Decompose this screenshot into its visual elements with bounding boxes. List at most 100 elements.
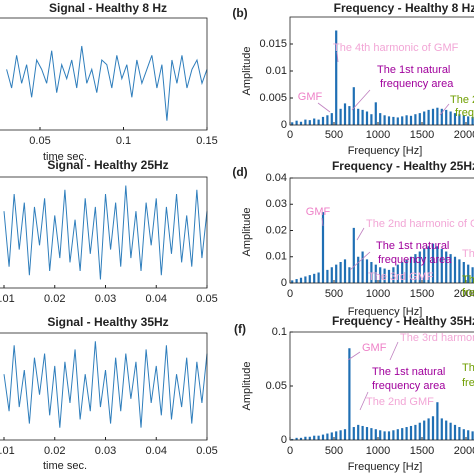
x-tick-label: 0.15 [196, 135, 217, 147]
annotation: The 2nd harmonic of GMF [366, 218, 474, 230]
annotation: The 1st natural [377, 64, 450, 76]
x-tick-label: 0.03 [95, 293, 116, 305]
annotation: The 2nd natural [462, 274, 474, 286]
annotation-pointer [439, 103, 450, 116]
x-axis-label: Frequency [Hz] [348, 306, 423, 318]
x-tick-label: 0.01 [0, 445, 15, 457]
panel-label: (b) [232, 6, 247, 20]
annotation-pointer [389, 341, 399, 361]
chart-title: Frequency - Healthy 8 Hz [334, 1, 474, 15]
y-tick-label: 0.1 [272, 326, 287, 338]
annotation: frequency area [372, 380, 446, 392]
annotation: frequency area [455, 107, 474, 119]
x-tick-label: 0.04 [146, 293, 167, 305]
axes-box [0, 176, 208, 289]
annotation-pointer [356, 227, 365, 241]
x-tick-label: 500 [325, 445, 343, 457]
chart-title: Frequency - Healthy 35Hz [332, 314, 474, 328]
signal-line [3, 341, 208, 428]
x-tick-label: 0.05 [196, 445, 217, 457]
annotation: frequency area [380, 78, 454, 90]
panel: Signal - Healthy 8 Hz time sec. 0.05 0.1 0.1… [0, 1, 218, 163]
annotation: The 4th harmonic of GMF [333, 42, 459, 54]
y-axis-label: Amplitude [241, 362, 253, 411]
x-axis-label: time sec. [43, 460, 87, 472]
x-tick-label: 0 [287, 129, 293, 141]
y-tick-label: 0.04 [266, 172, 287, 184]
annotation-pointer [347, 351, 361, 361]
annotation-pointer [321, 217, 324, 227]
x-tick-label: 1000 [366, 129, 390, 141]
y-tick-label: 0.03 [266, 198, 287, 210]
x-tick-label: 0.05 [196, 293, 217, 305]
y-tick-label: 0 [281, 434, 287, 446]
x-tick-label: 0.02 [44, 445, 65, 457]
axes-box [0, 17, 208, 131]
annotation: GMF [306, 206, 331, 218]
x-tick-label: 0.1 [116, 135, 131, 147]
annotation-pointer [351, 89, 371, 111]
annotation: The 4th harmonic of GMF [462, 248, 474, 260]
x-axis-label: Frequency [Hz] [348, 145, 423, 157]
annotation-pointer [317, 102, 331, 113]
x-tick-label: 1000 [366, 445, 390, 457]
panel: Frequency - Healthy 35Hz (f) Frequency [Hz… [234, 314, 474, 473]
y-axis-label: Amplitude [241, 47, 253, 96]
panel: Frequency - Healthy 25Hz (d) Frequency [Hz… [232, 159, 474, 318]
x-tick-label: 500 [325, 288, 343, 300]
annotation-pointer [349, 251, 371, 271]
x-tick-label: 1500 [410, 129, 434, 141]
x-tick-label: 0.01 [0, 293, 15, 305]
x-tick-label: 1500 [410, 288, 434, 300]
panel: Signal - Healthy 25Hz 0.01 0.02 0.03 0.04 0.0… [0, 158, 218, 305]
annotation: frequency area [462, 377, 474, 389]
chart-title: Signal - Healthy 8 Hz [49, 1, 167, 15]
annotation: The 1st natural [372, 366, 445, 378]
annotation: The 2nd natural [450, 94, 474, 106]
chart-title: Signal - Healthy 25Hz [47, 158, 168, 172]
panel: Frequency - Healthy 8 Hz (b) Frequency [Hz… [232, 1, 474, 157]
x-tick-label: 1500 [410, 445, 434, 457]
x-tick-label: 0 [287, 445, 293, 457]
panel-label: (f) [234, 322, 246, 336]
annotation-pointer [359, 391, 369, 411]
annotation: The 3rd harmonic of GMF [400, 332, 474, 344]
x-axis-label: Frequency [Hz] [348, 461, 423, 473]
y-tick-label: 0.015 [259, 38, 287, 50]
chart-title: Signal - Healthy 35Hz [47, 315, 168, 329]
annotation: The 3rd GMF [368, 271, 434, 283]
y-axis-label: Amplitude [241, 208, 253, 257]
x-tick-label: 0 [287, 288, 293, 300]
y-tick-label: 0 [281, 277, 287, 289]
x-tick-label: 500 [325, 129, 343, 141]
x-tick-label: 0.05 [29, 135, 50, 147]
signal-line [6, 45, 208, 121]
annotation: frequency area [462, 287, 474, 299]
x-tick-label: 0.02 [44, 293, 65, 305]
signal-line [3, 185, 208, 280]
x-tick-label: 1000 [366, 288, 390, 300]
annotation-pointer [336, 51, 339, 63]
x-tick-label: 0.04 [146, 445, 167, 457]
annotation: The 1st natural [376, 240, 449, 252]
annotation: The 2nd GMF [366, 396, 434, 408]
panel-label: (d) [232, 165, 247, 179]
panel: Signal - Healthy 35Hz time sec. 0.01 0.02 0.… [0, 315, 218, 472]
annotation: The 2nd natural [462, 362, 474, 374]
y-tick-label: 0.005 [259, 92, 287, 104]
axes-box [0, 332, 208, 441]
y-tick-label: 0.01 [266, 251, 287, 263]
x-axis-label: time sec. [43, 151, 87, 163]
annotation: frequency area [378, 254, 452, 266]
annotation: GMF [362, 342, 387, 354]
y-tick-label: 0 [281, 119, 287, 131]
y-tick-label: 0.02 [266, 224, 287, 236]
y-tick-label: 0.01 [266, 65, 287, 77]
x-tick-label: 0.03 [95, 445, 116, 457]
chart-title: Frequency - Healthy 25Hz [332, 159, 474, 173]
annotation: GMF [298, 91, 323, 103]
